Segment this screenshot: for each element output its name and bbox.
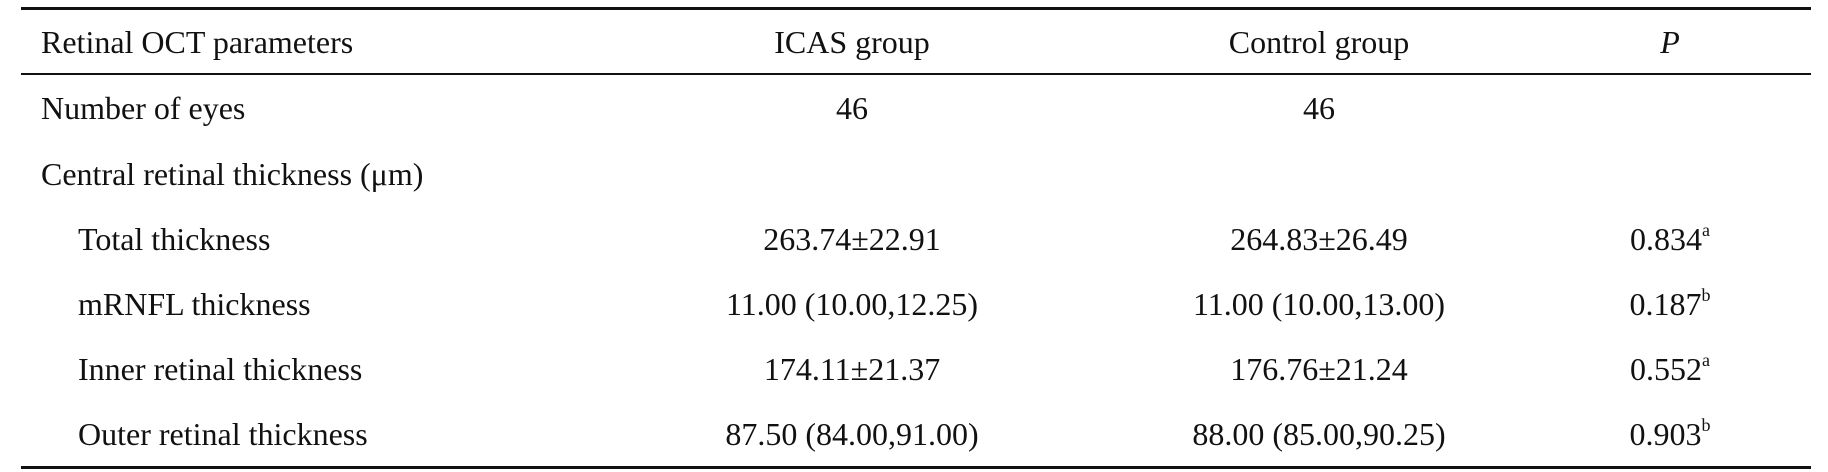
header-cell-text: Control group: [1228, 24, 1410, 60]
section-title: Central retinal thickness (μm): [41, 154, 423, 194]
p-value: 0.187b: [1630, 284, 1711, 324]
icas-value-text: 46: [836, 90, 868, 126]
header-cell-text: P: [1660, 24, 1680, 60]
control-value-text: 46: [1303, 90, 1335, 126]
icas-value-text: 174.11±21.37: [763, 351, 941, 387]
p-value: 0.834a: [1630, 219, 1710, 259]
icas-value: 87.50 (84.00,91.00): [725, 414, 978, 454]
icas-value: 174.11±21.37: [764, 349, 940, 389]
header-rule: [21, 73, 1811, 75]
row-label-text: Outer retinal thickness: [78, 416, 368, 452]
section-title-text: Central retinal thickness (μm): [41, 156, 424, 192]
control-value: 11.00 (10.00,13.00): [1193, 284, 1445, 324]
row-label-text: mRNFL thickness: [78, 286, 311, 322]
p-value-text: 0.834: [1630, 221, 1702, 257]
header-cell: P: [1660, 22, 1680, 62]
icas-value-text: 11.00 (10.00,12.25): [725, 286, 979, 322]
p-value-text: 0.552: [1630, 351, 1702, 387]
row-label: Number of eyes: [41, 88, 245, 128]
control-value: 46: [1303, 88, 1335, 128]
row-label: Inner retinal thickness: [78, 349, 362, 389]
p-value: 0.552a: [1630, 349, 1710, 389]
row-label-text: Inner retinal thickness: [78, 351, 363, 387]
p-note: b: [1701, 285, 1711, 305]
row-label-text: Number of eyes: [41, 90, 246, 126]
p-value-text: 0.187: [1629, 286, 1702, 322]
p-value-text: 0.903: [1629, 416, 1702, 452]
control-value-text: 176.76±21.24: [1230, 351, 1408, 387]
p-note: a: [1702, 220, 1710, 240]
header-cell: Control group: [1229, 22, 1409, 62]
row-label: Outer retinal thickness: [78, 414, 368, 454]
p-note: b: [1701, 415, 1711, 435]
control-value: 264.83±26.49: [1230, 219, 1408, 259]
icas-value-text: 263.74±22.91: [763, 221, 941, 257]
row-label: mRNFL thickness: [78, 284, 311, 324]
control-value: 88.00 (85.00,90.25): [1192, 414, 1445, 454]
control-value-text: 88.00 (85.00,90.25): [1192, 416, 1446, 452]
control-value: 176.76±21.24: [1230, 349, 1408, 389]
row-label: Total thickness: [78, 219, 270, 259]
p-value: 0.903b: [1630, 414, 1711, 454]
icas-value: 46: [836, 88, 868, 128]
control-value-text: 264.83±26.49: [1230, 221, 1408, 257]
icas-value: 263.74±22.91: [763, 219, 941, 259]
header-cell: ICAS group: [774, 22, 930, 62]
top-rule: [21, 7, 1811, 10]
header-cell: Retinal OCT parameters: [41, 22, 353, 62]
row-label-text: Total thickness: [78, 221, 271, 257]
control-value-text: 11.00 (10.00,13.00): [1192, 286, 1446, 322]
header-cell-text: Retinal OCT parameters: [41, 24, 354, 60]
header-cell-text: ICAS group: [774, 24, 930, 60]
icas-value-text: 87.50 (84.00,91.00): [725, 416, 979, 452]
icas-value: 11.00 (10.00,12.25): [726, 284, 978, 324]
p-note: a: [1702, 350, 1710, 370]
bottom-rule: [21, 466, 1811, 469]
